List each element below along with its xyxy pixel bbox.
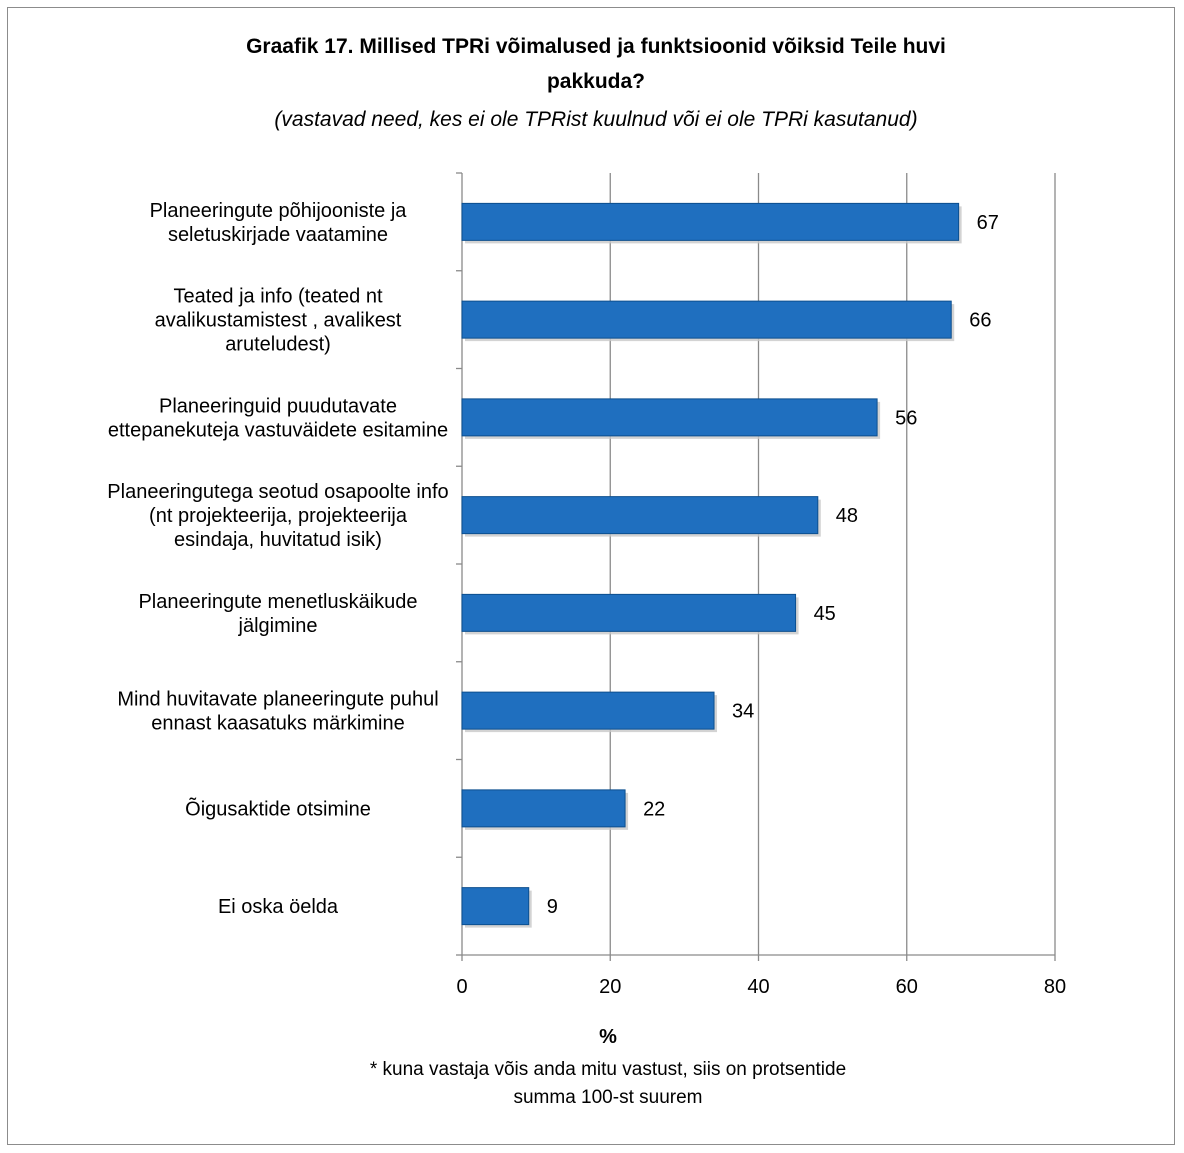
bar <box>461 789 626 828</box>
category-label: (nt projekteerija, projekteerija <box>149 505 408 527</box>
data-label: 66 <box>969 310 991 332</box>
category-label: Õigusaktide otsimine <box>185 796 371 820</box>
category-label: Mind huvitavate planeeringute puhul <box>117 689 438 711</box>
category-label: Teated ja info (teated nt <box>173 286 382 308</box>
data-label: 67 <box>977 212 999 234</box>
bar <box>461 202 960 241</box>
data-label: 22 <box>643 798 665 820</box>
chart-subtitle: (vastavad need, kes ei ole TPRist kuulnu… <box>274 108 917 131</box>
bar <box>461 398 878 437</box>
footnote-line: * kuna vastaja võis anda mitu vastust, s… <box>370 1059 846 1080</box>
data-label: 9 <box>547 896 558 918</box>
category-label: avalikustamistest , avalikest <box>155 310 402 332</box>
bar <box>461 496 819 535</box>
category-label: Ei oska öelda <box>218 896 339 918</box>
footnote-line: summa 100-st suurem <box>513 1087 702 1108</box>
category-label: Planeeringuid puudutavate <box>159 395 397 417</box>
bar <box>461 691 715 730</box>
data-label: 34 <box>732 701 754 723</box>
chart-title-line: pakkuda? <box>547 70 645 93</box>
x-tick-label: 40 <box>747 976 769 998</box>
bar <box>461 887 530 926</box>
data-label: 48 <box>836 505 858 527</box>
bar <box>461 593 797 632</box>
category-label: esindaja, huvitatud isik) <box>174 529 382 551</box>
category-label: Planeeringute põhijooniste ja <box>150 200 408 222</box>
x-tick-label: 60 <box>896 976 918 998</box>
bar <box>461 300 952 339</box>
x-tick-label: 20 <box>599 976 621 998</box>
chart-title-line: Graafik 17. Millised TPRi võimalused ja … <box>246 35 946 58</box>
category-label: Planeeringutega seotud osapoolte info <box>107 481 448 503</box>
category-label: ettepanekuteja vastuväidete esitamine <box>108 419 448 441</box>
category-label: aruteludest) <box>225 334 331 356</box>
x-tick-label: 0 <box>456 976 467 998</box>
data-label: 45 <box>814 603 836 625</box>
data-label: 56 <box>895 407 917 429</box>
category-label: Planeeringute menetluskäikude <box>138 591 417 613</box>
category-label: jälgimine <box>238 615 318 637</box>
x-axis-title: % <box>599 1026 617 1048</box>
category-label: ennast kaasatuks märkimine <box>151 713 404 735</box>
category-label: seletuskirjade vaatamine <box>168 224 388 246</box>
x-tick-label: 80 <box>1044 976 1066 998</box>
